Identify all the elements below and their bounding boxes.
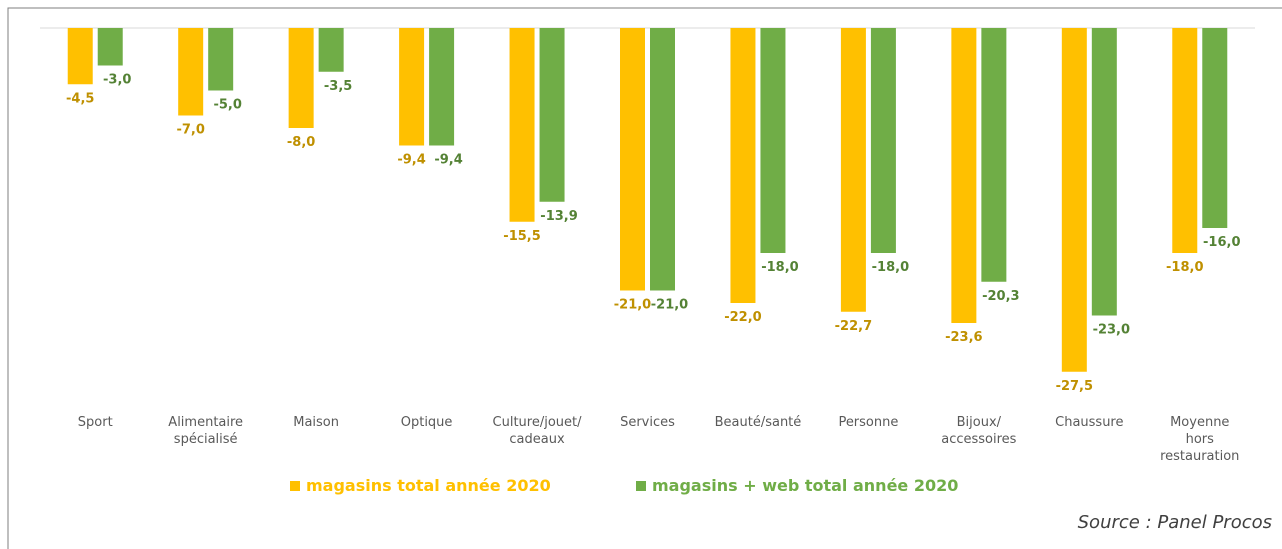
bar <box>760 28 786 253</box>
legend-item: magasins + web total année 2020 <box>636 476 958 495</box>
bar <box>97 28 123 66</box>
bar <box>730 28 756 303</box>
bar <box>951 28 977 323</box>
bar <box>981 28 1007 282</box>
value-label: -4,5 <box>66 91 94 106</box>
value-label: -18,0 <box>761 260 798 275</box>
bar <box>1202 28 1228 228</box>
x-tick-label: Beauté/santé <box>714 415 802 430</box>
bar <box>208 28 234 91</box>
legend-swatch <box>290 480 300 491</box>
bar <box>650 28 675 291</box>
x-tick-label: Maison <box>293 415 339 430</box>
value-label: -3,5 <box>324 79 352 94</box>
source: Source : Panel Procos <box>1077 512 1272 533</box>
value-label: -23,0 <box>1093 323 1130 338</box>
bar <box>429 28 455 146</box>
x-tick-label: Bijoux/ accessoires <box>941 415 1017 447</box>
value-label: -21,0 <box>651 298 688 313</box>
x-tick-label: Moyenne hors restauration <box>1160 415 1240 464</box>
bar <box>178 28 204 116</box>
x-tick-label: Culture/jouet/ cadeaux <box>492 415 582 447</box>
legend-label: magasins total année 2020 <box>306 476 551 495</box>
value-label: -7,0 <box>176 123 204 138</box>
value-label: -9,4 <box>397 153 425 168</box>
bar <box>539 28 565 202</box>
value-label: -21,0 <box>614 298 651 313</box>
bar <box>1172 28 1198 253</box>
value-label: -13,9 <box>540 209 577 224</box>
bar <box>1061 28 1087 372</box>
bar <box>620 28 645 291</box>
value-label: -23,6 <box>945 330 982 345</box>
value-label: -22,0 <box>724 310 761 325</box>
bar <box>1091 28 1117 316</box>
legend-item: magasins total année 2020 <box>290 476 551 495</box>
x-tick-label: Chaussure <box>1055 415 1124 430</box>
value-label: -9,4 <box>434 153 462 168</box>
bar <box>288 28 314 128</box>
value-label: -8,0 <box>287 135 315 150</box>
x-tick-label: Personne <box>838 415 899 430</box>
value-label: -5,0 <box>213 98 241 113</box>
frame <box>7 7 1282 549</box>
bar <box>67 28 93 85</box>
value-label: -27,5 <box>1056 379 1093 394</box>
x-tick-label: Services <box>620 415 675 430</box>
legend-swatch <box>636 480 646 491</box>
bar <box>870 28 896 253</box>
value-label: -3,0 <box>103 73 131 88</box>
value-label: -22,7 <box>835 319 872 334</box>
value-label: -18,0 <box>1166 260 1203 275</box>
bar <box>509 28 535 222</box>
value-label: -16,0 <box>1203 235 1240 250</box>
bar <box>399 28 425 146</box>
value-label: -18,0 <box>872 260 909 275</box>
x-tick-label: Optique <box>400 415 453 430</box>
value-label: -15,5 <box>503 229 540 244</box>
x-tick-label: Alimentaire spécialisé <box>168 415 244 447</box>
legend-label: magasins + web total année 2020 <box>652 476 959 495</box>
x-tick-label: Sport <box>77 415 113 430</box>
bar <box>840 28 866 312</box>
value-label: -20,3 <box>982 289 1019 304</box>
bar <box>318 28 344 72</box>
